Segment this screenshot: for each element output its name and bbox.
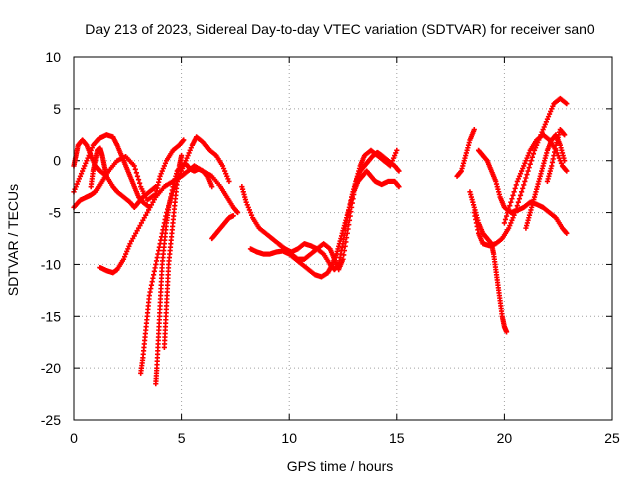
data-point-marker: [230, 213, 236, 219]
data-point-marker: [133, 170, 140, 176]
series-trace-s: [544, 127, 568, 185]
data-point-marker: [529, 154, 535, 160]
data-point-marker: [520, 185, 526, 191]
data-point-marker: [226, 178, 232, 185]
data-point-marker: [137, 180, 143, 186]
x-tick-label: 25: [604, 430, 620, 446]
chart-title: Day 213 of 2023, Sidereal Day-to-day VTE…: [85, 21, 595, 37]
data-point-marker: [525, 168, 531, 174]
series-trace-c: [71, 132, 152, 210]
data-point-marker: [511, 189, 517, 195]
data-point-marker: [515, 199, 521, 205]
y-tick-label: -25: [41, 412, 61, 428]
data-point-marker: [517, 192, 524, 198]
data-point-marker: [179, 152, 185, 159]
y-axis-label: SDTVAR / TECUs: [5, 184, 21, 296]
data-point-marker: [564, 101, 570, 107]
data-point-marker: [519, 189, 525, 195]
data-point-marker: [512, 185, 518, 191]
data-point-marker: [523, 175, 529, 181]
data-points: [71, 95, 570, 387]
data-point-marker: [131, 163, 137, 169]
data-point-marker: [394, 147, 400, 153]
y-tick-label: 5: [53, 101, 61, 117]
data-point-marker: [502, 216, 509, 223]
data-point-marker: [562, 132, 568, 138]
data-point-marker: [509, 196, 515, 202]
x-axis-label: GPS time / hours: [287, 458, 394, 474]
data-point-marker: [134, 173, 141, 179]
y-tick-label: 0: [53, 153, 61, 169]
data-point-marker: [503, 213, 510, 219]
data-point-marker: [505, 209, 511, 216]
x-tick-labels: 0 5 10 15 20 25: [70, 430, 620, 446]
data-point-marker: [524, 171, 530, 178]
plot-frame: [73, 56, 613, 421]
data-point-marker: [181, 137, 187, 143]
chart-grid: [74, 57, 612, 420]
data-point-marker: [132, 166, 138, 172]
x-tick-label: 15: [389, 430, 405, 446]
series-trace-f: [138, 134, 232, 376]
data-point-marker: [526, 165, 532, 171]
data-point-marker: [501, 220, 507, 226]
y-tick-label: -20: [41, 360, 61, 376]
series-trace-l: [275, 147, 400, 273]
data-point-marker: [471, 127, 477, 133]
series-trace-d: [88, 145, 109, 190]
data-point-marker: [514, 203, 520, 209]
series-trace-m: [454, 127, 477, 179]
data-point-marker: [396, 168, 402, 174]
series-trace-g: [153, 161, 215, 387]
data-point-marker: [564, 168, 570, 174]
data-point-marker: [234, 209, 241, 216]
data-point-marker: [564, 230, 570, 236]
data-point-marker: [530, 151, 537, 157]
series-trace-i: [209, 213, 236, 242]
series-trace-q: [501, 132, 570, 226]
data-point-marker: [528, 158, 534, 164]
data-point-marker: [506, 206, 512, 212]
data-point-marker: [522, 178, 528, 185]
data-point-marker: [513, 182, 519, 188]
data-point-marker: [512, 209, 518, 216]
data-point-marker: [527, 161, 533, 167]
data-point-marker: [508, 199, 514, 205]
series-trace-e: [97, 163, 241, 276]
data-point-marker: [153, 184, 159, 190]
x-tick-label: 10: [281, 430, 297, 446]
y-tick-label: -10: [41, 256, 61, 272]
y-tick-label: -5: [49, 205, 62, 221]
data-point-marker: [503, 329, 510, 335]
series-trace-k: [247, 168, 402, 280]
data-point-marker: [521, 182, 527, 188]
data-point-marker: [562, 158, 568, 164]
data-point-marker: [516, 196, 523, 202]
y-tick-labels: -25 -20 -15 -10 -5 0 5 10: [41, 49, 61, 428]
data-point-marker: [513, 206, 519, 212]
data-point-marker: [103, 173, 109, 179]
series-trace-a: [71, 137, 187, 210]
data-point-marker: [135, 177, 142, 183]
y-tick-label: 10: [45, 49, 61, 65]
data-point-marker: [209, 184, 215, 190]
data-point-marker: [507, 203, 513, 209]
x-tick-label: 20: [497, 430, 513, 446]
y-tick-label: -15: [41, 308, 61, 324]
x-tick-label: 0: [70, 430, 78, 446]
data-point-marker: [510, 192, 516, 198]
series-trace-h: [161, 152, 185, 350]
data-point-marker: [396, 184, 402, 190]
x-tick-label: 5: [178, 430, 186, 446]
